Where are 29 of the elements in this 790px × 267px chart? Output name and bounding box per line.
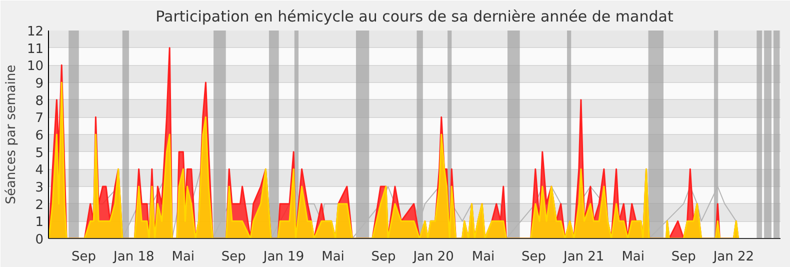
y-tick-label: 4 — [35, 163, 44, 178]
y-tick-label: 2 — [35, 198, 44, 213]
y-tick-label: 10 — [26, 59, 44, 74]
x-tick-label: Jan 21 — [562, 250, 604, 264]
y-tick-label: 12 — [26, 24, 44, 40]
x-tick-label: Jan 20 — [412, 250, 454, 264]
x-tick-label: Jan 22 — [712, 250, 754, 264]
x-tick-label: Mai — [322, 250, 344, 264]
x-tick-label: Sep — [221, 250, 246, 264]
y-tick-label: 7 — [35, 111, 44, 126]
x-tick-label: Jan 19 — [262, 250, 304, 264]
y-tick-label: 0 — [35, 232, 44, 248]
x-tick-label: Sep — [671, 250, 696, 264]
x-tick-label: Mai — [172, 250, 195, 264]
x-tick-label: Mai — [622, 250, 645, 264]
y-tick-label: 11 — [26, 42, 44, 57]
y-tick-label: 1 — [35, 215, 44, 230]
y-tick-label: 6 — [35, 128, 44, 144]
y-tick-label: 8 — [35, 94, 44, 109]
y-tick-label: 5 — [35, 146, 44, 161]
x-tick-label: Sep — [522, 250, 546, 264]
x-tick-label: Sep — [371, 250, 396, 264]
y-axis-title: Séances par semaine — [4, 64, 19, 204]
x-tick-label: Mai — [472, 250, 495, 264]
x-tick-label: Jan 18 — [112, 250, 154, 264]
chart-title: Participation en hémicycle au cours de sa dernière année de mandat — [156, 8, 674, 26]
y-tick-label: 3 — [35, 180, 44, 196]
y-tick-label: 9 — [35, 76, 44, 92]
x-tick-label: Sep — [72, 250, 96, 264]
